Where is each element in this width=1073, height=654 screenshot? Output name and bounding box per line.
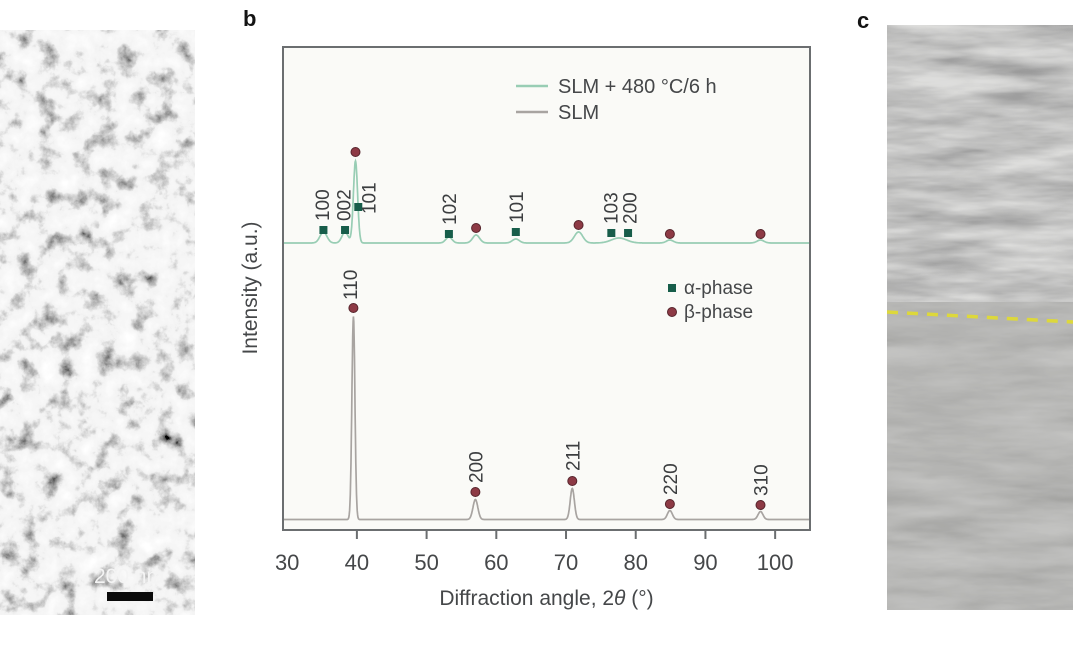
alpha-marker	[354, 203, 363, 211]
beta-marker	[470, 487, 481, 497]
x-tick-label: 50	[414, 550, 438, 575]
martensite-region-bottom	[887, 317, 1073, 610]
phase-legend-label: β-phase	[684, 302, 753, 323]
legend-beta-marker	[667, 307, 677, 317]
alpha-marker	[444, 230, 453, 238]
x-tick-label: 30	[275, 550, 299, 575]
beta-marker	[755, 500, 766, 510]
alpha-marker	[624, 229, 633, 237]
panel-a-micrograph: 200 nm	[0, 30, 195, 615]
beta-marker	[755, 229, 766, 239]
alpha-marker	[341, 226, 350, 234]
x-tick-label: 100	[757, 550, 794, 575]
peak-label: 102	[440, 193, 461, 225]
peak-label: 310	[752, 464, 773, 496]
legend-label: SLM	[558, 102, 599, 124]
y-axis-title: Intensity (a.u.)	[240, 221, 262, 354]
x-tick-label: 90	[693, 550, 717, 575]
legend-alpha-marker	[668, 284, 676, 292]
peak-label: 100	[313, 189, 334, 221]
plot-area	[283, 47, 810, 530]
peak-label: 101	[360, 182, 381, 214]
peak-label: 200	[620, 192, 641, 224]
panel-c-micrograph	[887, 25, 1073, 610]
beta-marker	[471, 223, 482, 233]
peak-label: 002	[335, 189, 356, 221]
plot-frame	[282, 46, 811, 531]
peak-label: 110	[341, 270, 362, 300]
peak-label: 103	[602, 192, 623, 224]
peak-label: 101	[507, 191, 528, 223]
xrd-trace-slm	[283, 316, 810, 521]
x-tick-label: 70	[554, 550, 578, 575]
peak-label: 220	[661, 463, 682, 495]
tem-texture	[0, 30, 195, 615]
scale-bar-label: 200 nm	[94, 565, 164, 588]
alpha-marker	[511, 228, 520, 236]
phase-legend-label: α-phase	[684, 278, 753, 299]
beta-marker	[573, 220, 584, 230]
xrd-trace-slm-480	[283, 158, 810, 244]
x-axis-title: Diffraction angle, 2θ (°)	[439, 587, 653, 610]
peak-label: 211	[563, 441, 584, 471]
panel-b-label: b	[243, 6, 257, 31]
legend-label: SLM + 480 °C/6 h	[558, 76, 717, 98]
x-tick-label: 40	[345, 550, 369, 575]
scale-bar	[107, 592, 153, 601]
beta-marker	[350, 147, 361, 157]
alpha-marker	[607, 229, 616, 237]
peak-label: 200	[466, 451, 487, 483]
beta-marker	[567, 476, 578, 486]
beta-marker	[664, 229, 675, 239]
x-tick-label: 60	[484, 550, 508, 575]
alpha-marker	[319, 226, 328, 234]
martensite-region-top	[887, 25, 1073, 317]
x-tick-label: 80	[623, 550, 647, 575]
beta-marker	[664, 499, 675, 509]
panel-c-label: c	[857, 8, 870, 33]
beta-marker	[348, 303, 359, 313]
